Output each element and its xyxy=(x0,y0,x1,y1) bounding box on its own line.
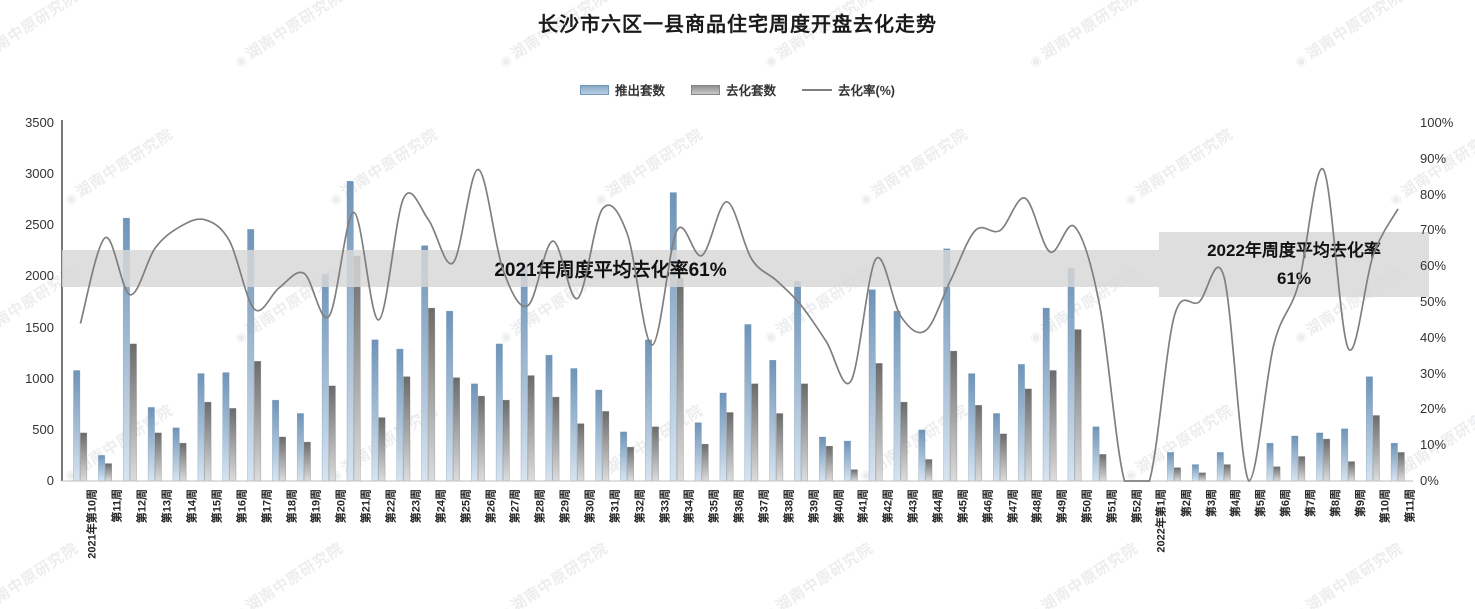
legend-label: 推出套数 xyxy=(615,84,666,98)
y-axis-right-tick: 40% xyxy=(1420,329,1447,345)
x-axis-label: 第36周 xyxy=(733,489,746,524)
x-axis-label: 第33周 xyxy=(658,489,671,524)
x-axis-label: 2021年第10周 xyxy=(87,489,99,559)
x-axis-label: 第38周 xyxy=(783,489,796,524)
x-axis-label: 第29周 xyxy=(559,489,572,524)
x-axis-label: 第23周 xyxy=(410,489,423,524)
x-axis-label: 第35周 xyxy=(708,489,721,524)
x-axis-label: 第39周 xyxy=(807,489,820,524)
x-axis-label: 第50周 xyxy=(1081,489,1094,524)
x-axis-label: 第26周 xyxy=(484,489,497,524)
x-axis-label: 第25周 xyxy=(459,489,472,524)
x-axis-label: 第3周 xyxy=(1205,489,1218,518)
x-axis-label: 第37周 xyxy=(758,489,771,524)
x-axis-label: 第12周 xyxy=(136,489,149,524)
x-axis-label: 第7周 xyxy=(1305,489,1318,518)
x-axis-label: 第13周 xyxy=(161,489,174,524)
x-axis-label: 第2周 xyxy=(1180,489,1193,518)
chart-title: 长沙市六区一县商品住宅周度开盘去化走势 xyxy=(538,14,937,36)
x-axis-label: 第10周 xyxy=(1379,489,1392,524)
x-axis-label: 第17周 xyxy=(261,489,274,524)
y-axis-right-tick: 80% xyxy=(1420,186,1447,202)
legend-item-absorbed: 去化套数 xyxy=(691,80,776,99)
x-axis-label: 第20周 xyxy=(335,489,348,524)
y-axis-left-tick: 1000 xyxy=(25,370,54,386)
x-axis-label: 第28周 xyxy=(534,489,547,524)
y-axis-left-tick: 2500 xyxy=(25,217,54,233)
avg-rate-band-2021: 2021年周度平均去化率61% xyxy=(62,250,1159,287)
x-axis-label: 第41周 xyxy=(857,489,870,524)
line-swatch-icon xyxy=(802,88,833,91)
avg-rate-2022-label-line2: 61% xyxy=(1276,268,1312,288)
x-axis-label: 第18周 xyxy=(285,489,298,524)
y-axis-right-tick: 50% xyxy=(1420,294,1447,309)
legend-item-launched: 推出套数 xyxy=(580,80,665,99)
y-axis-right-tick: 60% xyxy=(1420,258,1447,274)
y-axis-left-tick: 0 xyxy=(46,473,54,488)
x-axis-label: 第51周 xyxy=(1106,489,1119,524)
x-axis-label: 第45周 xyxy=(957,489,970,524)
x-axis-label: 第9周 xyxy=(1354,489,1367,518)
x-axis-label: 第40周 xyxy=(832,489,845,524)
y-axis-right-tick: 0% xyxy=(1420,473,1439,488)
avg-rate-band-2022: 2022年周度平均去化率 61% xyxy=(1159,232,1429,297)
x-axis-label: 第30周 xyxy=(584,489,597,524)
x-axis-label: 第48周 xyxy=(1031,489,1044,524)
x-axis-label: 第43周 xyxy=(907,489,920,524)
x-axis-label: 第11周 xyxy=(111,489,124,523)
x-axis-label: 第4周 xyxy=(1230,489,1243,518)
x-axis-label: 第21周 xyxy=(360,489,373,524)
x-axis-label: 第31周 xyxy=(609,489,622,524)
x-axis-label: 第44周 xyxy=(932,489,945,524)
y-axis-left-tick: 3000 xyxy=(25,166,54,182)
x-axis-label: 第46周 xyxy=(981,489,994,524)
blue-bar-swatch-icon xyxy=(580,84,609,95)
y-axis-left-tick: 500 xyxy=(32,421,54,437)
y-axis-right-tick: 10% xyxy=(1420,437,1447,453)
x-axis-label: 第52周 xyxy=(1131,489,1144,524)
x-axis-label: 第49周 xyxy=(1056,489,1069,524)
y-axis-left-tick: 3500 xyxy=(25,115,54,130)
x-axis-label: 第11周 xyxy=(1404,489,1417,523)
avg-rate-2022-label-line1: 2022年周度平均去化率 xyxy=(1207,241,1381,261)
x-axis-label: 第14周 xyxy=(186,489,199,524)
legend-label: 去化套数 xyxy=(726,84,777,98)
x-axis-label: 第16周 xyxy=(236,489,249,524)
y-axis-right-tick: 20% xyxy=(1420,401,1447,417)
legend-item-rate: 去化率(%) xyxy=(802,80,895,99)
x-axis-label: 第5周 xyxy=(1255,489,1268,518)
y-axis-right-tick: 70% xyxy=(1420,222,1447,238)
y-axis-right-tick: 30% xyxy=(1420,365,1447,381)
y-axis-left-tick: 1500 xyxy=(25,319,54,335)
x-axis-label: 第19周 xyxy=(310,489,323,524)
x-axis-label: 第15周 xyxy=(211,489,224,524)
legend-label: 去化率(%) xyxy=(838,84,895,98)
x-axis-label: 第8周 xyxy=(1330,489,1342,518)
x-axis-label: 第34周 xyxy=(683,489,696,524)
x-axis-label: 2022年第1周 xyxy=(1155,489,1168,553)
x-axis-label: 第42周 xyxy=(882,489,895,524)
x-axis-label: 第24周 xyxy=(435,489,448,524)
x-axis-label: 第27周 xyxy=(509,489,522,524)
chart-legend: 推出套数 去化套数 去化率(%) xyxy=(0,80,1475,99)
x-axis-label: 第32周 xyxy=(633,489,646,524)
x-axis-label: 第6周 xyxy=(1280,489,1293,518)
x-axis-label: 第47周 xyxy=(1006,489,1019,524)
y-axis-right-tick: 90% xyxy=(1420,150,1447,166)
y-axis-left-tick: 2000 xyxy=(25,268,54,284)
x-axis-label: 第22周 xyxy=(385,489,398,524)
gray-bar-swatch-icon xyxy=(691,84,721,95)
rate-line xyxy=(79,168,1399,482)
y-axis-right-tick: 100% xyxy=(1420,115,1454,130)
